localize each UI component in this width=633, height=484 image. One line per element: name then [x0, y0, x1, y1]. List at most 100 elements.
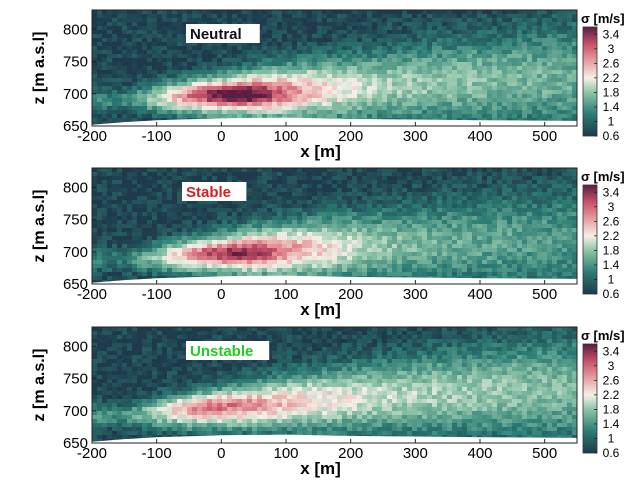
- heatmap-cell: [522, 34, 528, 39]
- heatmap-cell: [97, 196, 103, 201]
- heatmap-cell: [172, 14, 178, 19]
- heatmap-cell: [332, 268, 338, 273]
- heatmap-cell: [307, 196, 313, 201]
- heatmap-cell: [337, 82, 343, 87]
- heatmap-cell: [427, 62, 433, 67]
- heatmap-cell: [497, 18, 503, 23]
- heatmap-cell: [282, 46, 288, 51]
- heatmap-cell: [562, 102, 568, 107]
- heatmap-cell: [167, 208, 173, 213]
- heatmap-cell: [212, 248, 218, 253]
- heatmap-cell: [277, 272, 283, 277]
- heatmap-cell: [502, 38, 508, 43]
- heatmap-cell: [532, 26, 538, 31]
- heatmap-cell: [112, 74, 118, 79]
- heatmap-cell: [402, 216, 408, 221]
- heatmap-cell: [172, 30, 178, 35]
- heatmap-cell: [187, 98, 193, 103]
- heatmap-cell: [382, 58, 388, 63]
- heatmap-cell: [567, 110, 573, 115]
- heatmap-cell: [337, 216, 343, 221]
- heatmap-cell: [92, 184, 98, 189]
- heatmap-cell: [362, 74, 368, 79]
- heatmap-cell: [357, 70, 363, 75]
- heatmap-cell: [157, 114, 163, 119]
- heatmap-cell: [312, 256, 318, 261]
- heatmap-cell: [157, 70, 163, 75]
- heatmap-cell: [282, 196, 288, 201]
- heatmap-cell: [157, 34, 163, 39]
- heatmap-cell: [382, 26, 388, 31]
- heatmap-cell: [362, 54, 368, 59]
- heatmap-cell: [482, 94, 488, 99]
- heatmap-cell: [217, 172, 223, 177]
- heatmap-cell: [177, 14, 183, 19]
- heatmap-cell: [297, 50, 303, 55]
- heatmap-cell: [362, 232, 368, 237]
- heatmap-cell: [267, 90, 273, 95]
- heatmap-cell: [372, 66, 378, 71]
- heatmap-cell: [287, 102, 293, 107]
- heatmap-cell: [177, 252, 183, 257]
- heatmap-cell: [522, 10, 528, 15]
- heatmap-cell: [357, 98, 363, 103]
- heatmap-cell: [527, 102, 533, 107]
- heatmap-cell: [482, 14, 488, 19]
- heatmap-cell: [287, 58, 293, 63]
- heatmap-cell: [322, 94, 328, 99]
- heatmap-cell: [217, 244, 223, 249]
- heatmap-cell: [472, 106, 478, 111]
- heatmap-cell: [212, 94, 218, 99]
- heatmap-cell: [212, 200, 218, 205]
- heatmap-cell: [277, 180, 283, 185]
- heatmap-cell: [287, 74, 293, 79]
- heatmap-cell: [427, 268, 433, 273]
- heatmap-cell: [352, 260, 358, 265]
- heatmap-cell: [272, 248, 278, 253]
- heatmap-cell: [282, 216, 288, 221]
- heatmap-cell: [197, 54, 203, 59]
- heatmap-cell: [137, 34, 143, 39]
- heatmap-cell: [187, 114, 193, 119]
- heatmap-cell: [362, 220, 368, 225]
- heatmap-cell: [257, 50, 263, 55]
- heatmap-cell: [347, 62, 353, 67]
- heatmap-cell: [257, 82, 263, 87]
- heatmap-cell: [372, 26, 378, 31]
- heatmap-cell: [202, 74, 208, 79]
- heatmap-cell: [372, 168, 378, 173]
- heatmap-cell: [437, 268, 443, 273]
- heatmap-cell: [132, 264, 138, 269]
- heatmap-cell: [522, 58, 528, 63]
- heatmap-cell: [282, 228, 288, 233]
- heatmap-cell: [332, 184, 338, 189]
- heatmap-cell: [257, 180, 263, 185]
- heatmap-cell: [387, 184, 393, 189]
- heatmap-cell: [217, 66, 223, 71]
- heatmap-cell: [437, 216, 443, 221]
- heatmap-cell: [437, 82, 443, 87]
- heatmap-cell: [172, 94, 178, 99]
- heatmap-cell: [322, 260, 328, 265]
- heatmap-cell: [562, 30, 568, 35]
- heatmap-cell: [177, 192, 183, 197]
- heatmap-cell: [92, 66, 98, 71]
- heatmap-cell: [112, 228, 118, 233]
- heatmap-cell: [272, 114, 278, 119]
- heatmap-cell: [152, 184, 158, 189]
- heatmap-cell: [327, 110, 333, 115]
- heatmap-cell: [182, 224, 188, 229]
- heatmap-cell: [197, 236, 203, 241]
- heatmap-cell: [322, 62, 328, 67]
- heatmap-cell: [422, 236, 428, 241]
- heatmap-cell: [207, 172, 213, 177]
- heatmap-cell: [442, 168, 448, 173]
- heatmap-cell: [392, 102, 398, 107]
- heatmap-cell: [442, 268, 448, 273]
- heatmap-cell: [147, 196, 153, 201]
- heatmap-cell: [267, 256, 273, 261]
- heatmap-cell: [352, 98, 358, 103]
- heatmap-cell: [262, 272, 268, 277]
- heatmap-cell: [172, 82, 178, 87]
- heatmap-cell: [182, 74, 188, 79]
